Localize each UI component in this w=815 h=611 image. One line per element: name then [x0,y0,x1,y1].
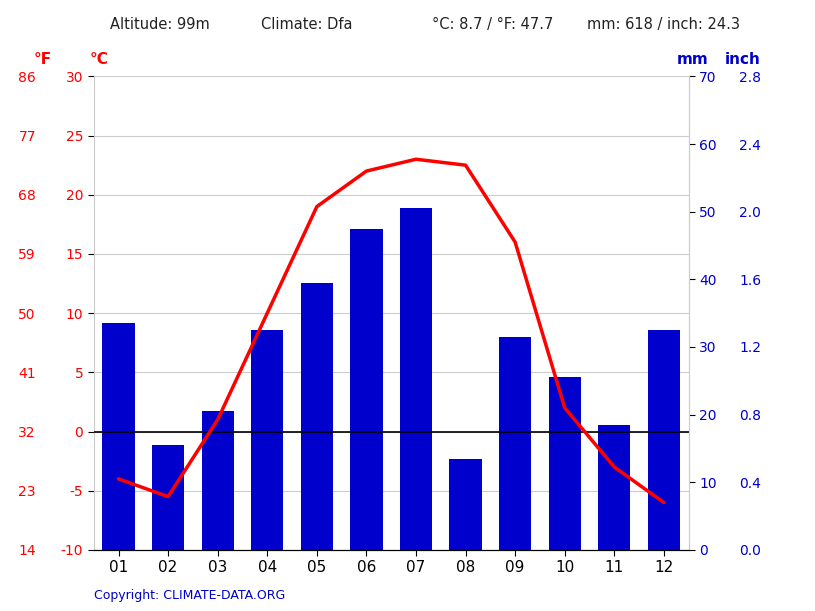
Text: Copyright: CLIMATE-DATA.ORG: Copyright: CLIMATE-DATA.ORG [94,589,285,602]
Bar [598,425,631,550]
Text: °F: °F [33,52,51,67]
Bar [449,459,482,550]
Text: Climate: Dfa: Climate: Dfa [261,17,352,32]
Text: mm: mm [677,52,708,67]
Bar [350,229,382,550]
Bar [301,283,333,550]
Text: °C: 8.7 / °F: 47.7: °C: 8.7 / °F: 47.7 [432,17,553,32]
Bar [103,323,134,550]
Bar [548,378,581,550]
Text: °C: °C [90,52,109,67]
Bar [400,208,432,550]
Bar [648,330,680,550]
Text: inch: inch [725,52,760,67]
Bar [152,445,184,550]
Text: Altitude: 99m: Altitude: 99m [110,17,209,32]
Bar [201,411,234,550]
Bar [251,330,284,550]
Text: mm: 618 / inch: 24.3: mm: 618 / inch: 24.3 [587,17,740,32]
Bar [499,337,531,550]
